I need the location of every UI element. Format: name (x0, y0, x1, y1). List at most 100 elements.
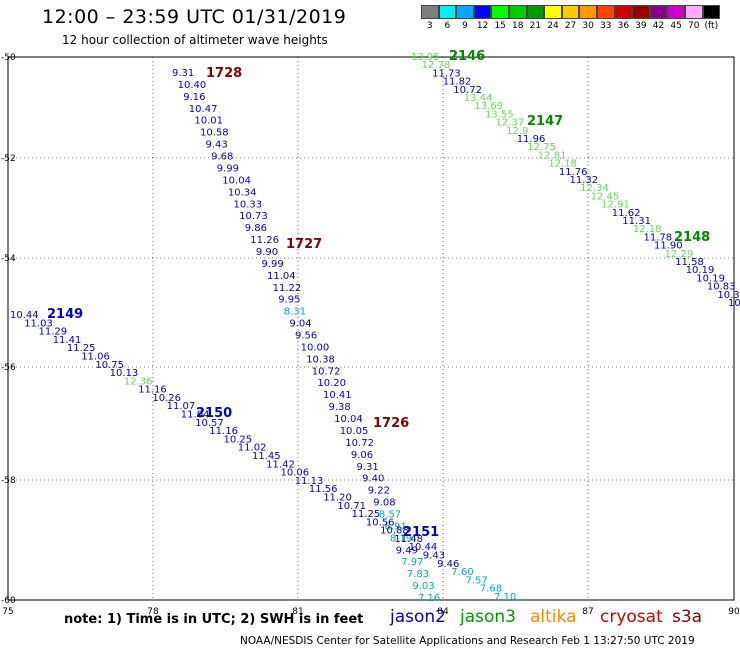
track-value-2149: 7.57 (466, 575, 488, 586)
track-value-2146: 12.45 (591, 191, 620, 202)
legend-swatch-label: 18 (512, 21, 524, 31)
track-value-1728: 9.38 (329, 402, 351, 413)
legend-swatch (702, 5, 721, 19)
legend-jason2: jason2 (390, 607, 446, 627)
track-value-1728: 9.31 (172, 68, 194, 79)
track-value-2149: 10.13 (110, 368, 139, 379)
track-value-2149: 11.45 (252, 451, 281, 462)
track-value-2149: 11.16 (138, 385, 167, 396)
track-value-1728: 9.99 (262, 259, 284, 270)
track-value-2146: 12.75 (527, 142, 556, 153)
track-value-2146: 13.44 (464, 93, 493, 104)
track-value-1728: 10.47 (189, 104, 218, 115)
track-value-1728: 9.40 (362, 474, 384, 485)
legend-swatch (526, 5, 545, 19)
track-value-2149: 11.02 (238, 443, 267, 454)
track-value-2149: 10.57 (195, 418, 224, 429)
footer-note: note: 1) Time is in UTC; 2) SWH is in fe… (64, 612, 364, 627)
legend-swatch (579, 5, 597, 19)
track-value-2149: 9.46 (437, 559, 459, 570)
track-value-2149: 7.68 (480, 584, 502, 595)
track-value-2146: 12.29 (665, 249, 694, 260)
track-value-2149: 9.43 (423, 551, 445, 562)
track-value-1728: 10.04 (334, 414, 363, 425)
track-value-2146: 12.37 (496, 118, 525, 129)
track-value-1728: 10.58 (200, 128, 229, 139)
track-value-1728: 10.73 (239, 211, 268, 222)
track-value-2149: 10.75 (95, 360, 124, 371)
track-value-2146: 11.76 (559, 167, 588, 178)
track-value-2149: 11.16 (209, 426, 238, 437)
track-value-2146: 12.18 (633, 224, 662, 235)
pass-label: 1727 (286, 237, 322, 252)
legend-swatch-label: 15 (494, 21, 506, 31)
track-value-2146: 11.73 (432, 68, 461, 79)
axis-ticks: 75 78 81 84 87 90 -50 -52 -54 -56 -58 -60 (1, 53, 740, 617)
track-value-2149: 10.26 (152, 393, 181, 404)
pass-label: 1728 (206, 66, 242, 81)
legend-swatch (544, 5, 562, 19)
track-value-2146: 11.58 (675, 257, 704, 268)
track-value-1728: 9.99 (217, 164, 239, 175)
track-value-2146: 11.90 (654, 241, 683, 252)
legend-swatch (456, 5, 474, 19)
track-value-2149: 7.60 (451, 567, 473, 578)
pass-label: 1726 (373, 416, 409, 431)
track-value-1728: 8.31 (284, 307, 306, 318)
track-value-2149: 7.10 (494, 592, 516, 603)
pass-label: 2151 (403, 525, 439, 540)
track-value-2146: 11.78 (644, 232, 673, 243)
y-tick-label: -54 (1, 254, 16, 264)
track-value-1728: 8.91 (385, 521, 407, 532)
track-value-2146: 11.62 (612, 208, 641, 219)
track-value-1728: 9.06 (351, 450, 373, 461)
x-tick-label: 75 (2, 607, 13, 617)
legend-cryosat: cryosat (600, 607, 663, 627)
legend-swatch-label: 9 (462, 21, 468, 31)
track-value-2149: 10.88 (380, 526, 409, 537)
track-value-2149: 11.25 (352, 509, 381, 520)
track-value-1728: 10.41 (323, 390, 352, 401)
track-value-2149: 11.04 (181, 410, 210, 421)
legend-swatch (684, 5, 703, 19)
track-value-2149: 11.42 (266, 459, 295, 470)
y-tick-label: -60 (1, 596, 16, 606)
legend-swatch-label: 6 (444, 21, 451, 31)
legend-swatch (473, 5, 492, 19)
track-value-1728: 9.95 (278, 295, 300, 306)
track-value-2149: 10.44 (10, 310, 39, 321)
pass-label: 2150 (196, 406, 232, 421)
track-value-1728: 9.04 (289, 319, 311, 330)
altimeter-tracks: 9.3110.409.1610.4710.0110.589.439.689.99… (10, 52, 740, 604)
map-frame (7, 56, 735, 601)
legend-swatch-label: 3 (426, 21, 433, 31)
legend-swatch-label: 45 (670, 21, 682, 31)
track-value-1728: 10.38 (306, 354, 335, 365)
legend-swatch-label: 33 (600, 21, 612, 31)
track-value-2146: 10.3 (717, 290, 739, 301)
y-tick-label: -52 (1, 154, 16, 164)
track-value-1728: 9.49 (396, 545, 418, 556)
track-value-2146: 11.32 (570, 175, 599, 186)
track-value-2149: 11.20 (323, 493, 352, 504)
legend-jason3: jason3 (460, 607, 516, 627)
legend-swatch-label: 21 (529, 21, 542, 31)
track-value-2146: 13.69 (474, 101, 503, 112)
legend-swatch-label: 36 (617, 21, 630, 31)
legend-swatch-label: (ft) (704, 21, 719, 31)
track-value-2149: 10.06 (281, 468, 310, 479)
track-value-2149: 10.44 (409, 542, 438, 553)
track-value-1728: 11.22 (273, 283, 302, 294)
track-value-2149: 12.36 (124, 376, 153, 387)
track-value-1728: 9.43 (206, 140, 228, 151)
track-value-1728: 9.90 (256, 247, 278, 258)
track-value-1728: 11.26 (250, 235, 279, 246)
track-value-1728: 10.00 (301, 342, 330, 353)
x-tick-label: 78 (147, 607, 159, 617)
x-tick-label: 90 (728, 607, 740, 617)
track-value-2149: 11.56 (309, 484, 338, 495)
legend-swatch (561, 5, 580, 19)
track-value-2149: 11.13 (295, 476, 324, 487)
track-value-2146: 12.34 (580, 183, 609, 194)
legend-s3a: s3a (672, 607, 703, 627)
